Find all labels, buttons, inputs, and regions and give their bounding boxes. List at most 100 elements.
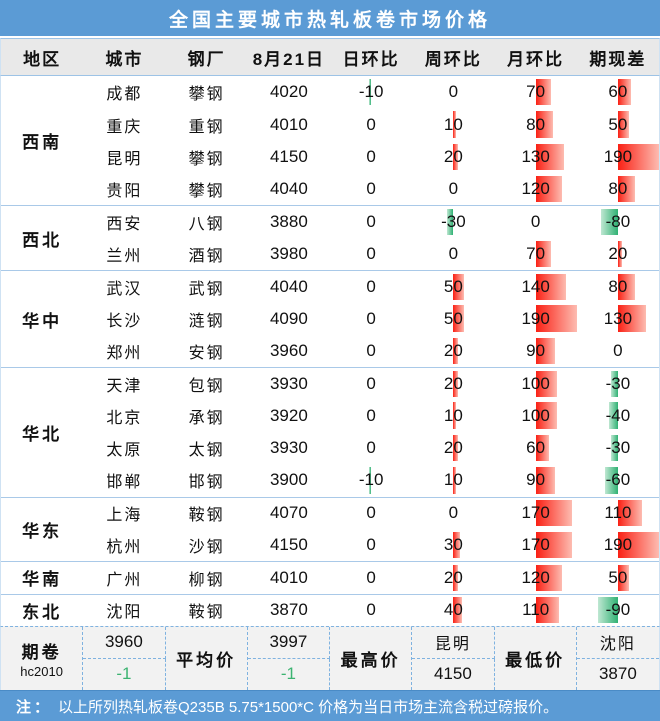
month-change-cell: 100 [495,400,577,432]
basis-cell: 190 [577,141,659,173]
day-change-value: 0 [366,438,376,458]
region-cell: 西北 [1,205,84,270]
basis-bar [617,240,623,268]
city-cell: 沈阳 [83,593,166,626]
price-cell: 4070 [247,496,330,529]
region-cell: 东北 [1,593,84,626]
week-change-bar [453,143,458,171]
month-change-cell: 100 [494,367,577,399]
week-change-cell: 30 [412,529,494,561]
price-cell: 4090 [269,308,308,328]
mill-cell: 柳钢 [165,561,248,593]
week-change-bar [453,434,458,462]
basis-cell: -60 [577,464,659,496]
day-change-cell: 0 [330,205,413,237]
week-change-bar [453,597,463,624]
week-change-cell: 40 [412,593,495,626]
week-change-value: 10 [443,470,463,490]
city-cell: 广州 [83,561,166,593]
futures-change: -1 [83,658,166,690]
month-change-cell: 90 [495,464,577,496]
column-header-price: 8月21日 [252,49,326,69]
basis-cell: 80 [577,173,659,205]
basis-value: -40 [605,405,631,425]
week-change-cell: 20 [412,335,494,367]
week-change-cell: 50 [412,270,495,302]
month-change-value: 90 [526,470,546,490]
region-cell: 华东 [1,496,84,562]
city-cell: 兰州 [106,247,143,265]
month-change-bar [535,370,558,397]
week-change-cell: 10 [412,108,494,140]
basis-bar [617,78,631,106]
average-price-label: 平均价 [166,627,248,690]
week-change-value: 30 [443,535,463,555]
week-change-value: 10 [443,114,463,134]
week-change-value: 20 [443,567,463,587]
day-change-value: 0 [366,212,376,232]
week-change-bar [453,337,458,365]
month-change-cell: 60 [495,432,577,464]
month-change-cell: 120 [495,173,577,205]
week-change-value: 50 [443,308,463,328]
week-change-value: 40 [443,600,463,620]
city-cell: 昆明 [106,150,143,168]
footnote-bar: 注： 以上所列热轧板卷Q235B 5.75*1500*C 价格为当日市场主流含税… [0,690,660,721]
month-change-cell: 170 [495,529,577,561]
footnote-label: 注： [16,698,53,716]
day-change-value: 0 [366,179,376,199]
week-change-cell: 0 [412,173,494,205]
column-header-basis: 期现差 [589,49,647,69]
mill-cell: 武钢 [165,270,248,302]
week-change-cell: 0 [412,238,494,270]
mill-cell: 太钢 [188,442,225,460]
average-price: 3997 [247,627,330,659]
day-change-cell: 0 [330,141,412,173]
basis-value: -90 [605,600,631,620]
month-change-cell: 170 [494,496,577,529]
region-cell: 华北 [1,367,84,496]
basis-value: 0 [613,340,623,360]
month-change-value: 170 [521,503,550,523]
mill-cell: 承钢 [188,409,225,427]
region-cell: 华南 [1,561,84,593]
day-change-cell: 0 [330,335,412,367]
footnote-text: 以上所列热轧板卷Q235B 5.75*1500*C 价格为当日市场主流含税过磅报… [58,698,559,716]
basis-cell: 190 [577,529,659,561]
mill-cell: 邯钢 [188,474,225,492]
column-header-region: 地区 [23,49,62,69]
day-change-cell: 0 [330,496,413,529]
mill-cell: 鞍钢 [165,593,248,626]
day-change-cell: 0 [330,400,412,432]
month-change-bar [535,337,556,365]
week-change-bar [453,467,456,494]
city-cell: 杭州 [106,539,143,557]
basis-bar [600,209,618,235]
month-change-bar [535,434,549,462]
mill-cell: 涟钢 [188,312,225,330]
month-change-value: 120 [521,179,550,199]
mill-cell: 重钢 [188,118,225,136]
week-change-value: 0 [448,179,459,199]
month-change-cell: 80 [495,108,577,140]
region-cell: 华中 [1,270,84,367]
basis-cell: -90 [576,593,659,626]
basis-value: 80 [608,276,628,296]
table-title: 全国主要城市热轧板卷市场价格 [0,0,660,38]
week-change-value: 0 [448,82,459,102]
month-change-value: 80 [526,114,546,134]
month-change-cell: 190 [495,302,577,334]
week-change-cell: 20 [412,141,494,173]
month-change-value: 140 [521,276,550,296]
month-change-bar [535,565,562,591]
week-change-cell: 50 [412,302,494,334]
price-cell: 3930 [247,367,330,399]
day-change-cell: 0 [330,432,412,464]
basis-cell: -30 [576,367,659,399]
city-cell: 天津 [83,367,166,399]
basis-value: 50 [608,567,628,587]
week-change-bar [453,402,456,429]
futures-price: 3960 [83,627,166,659]
day-change-cell: 0 [330,302,412,334]
